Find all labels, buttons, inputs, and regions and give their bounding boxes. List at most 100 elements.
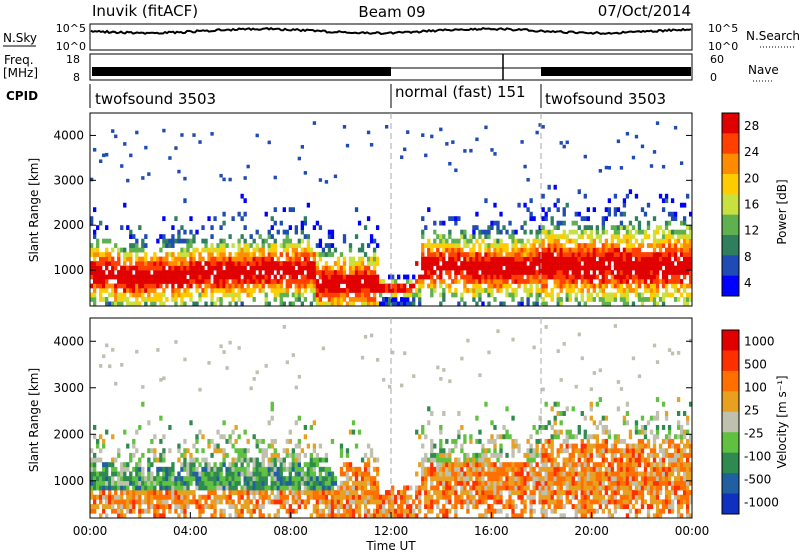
heatmap-cell	[514, 476, 518, 482]
heatmap-cell	[574, 261, 578, 266]
heatmap-cell	[249, 471, 253, 477]
heatmap-cell	[216, 429, 220, 435]
heatmap-cell	[490, 476, 494, 482]
heatmap-cell	[541, 452, 545, 458]
heatmap-cell	[541, 238, 545, 244]
heatmap-cell	[342, 462, 347, 468]
heatmap-cell	[135, 288, 139, 293]
heatmap-cell	[604, 485, 609, 491]
heatmap-cell	[90, 504, 94, 509]
heatmap-cell	[655, 508, 660, 514]
heatmap-cell	[156, 283, 160, 289]
heatmap-cell	[156, 466, 160, 472]
heatmap-cell	[562, 504, 566, 509]
heatmap-cell	[529, 256, 533, 262]
heatmap-cell	[348, 297, 353, 302]
heatmap-cell	[544, 234, 548, 239]
heatmap-cell	[637, 265, 642, 271]
heatmap-cell	[270, 401, 274, 407]
heatmap-cell	[360, 494, 365, 500]
heatmap-cell	[484, 229, 488, 235]
heatmap-cell	[156, 499, 160, 505]
heatmap-cell	[201, 265, 205, 271]
heatmap-cell	[460, 462, 464, 468]
heatmap-cell	[189, 490, 193, 496]
heatmap-cell	[285, 452, 289, 458]
heatmap-cell	[604, 247, 609, 253]
heatmap-cell	[327, 229, 332, 235]
heatmap-cell	[577, 508, 581, 514]
heatmap-cell	[315, 288, 320, 293]
heatmap-cell	[93, 485, 97, 491]
heatmap-cell	[493, 274, 497, 280]
heatmap-cell	[237, 508, 241, 514]
heatmap-cell	[219, 297, 223, 302]
heatmap-cell	[321, 270, 326, 275]
heatmap-cell	[436, 234, 440, 239]
heatmap-cell	[165, 471, 169, 477]
heatmap-cell	[189, 292, 193, 298]
heatmap-cell	[475, 462, 479, 468]
heatmap-cell	[442, 457, 446, 463]
heatmap-cell	[171, 270, 175, 275]
heatmap-cell	[198, 494, 202, 500]
heatmap-cell	[652, 274, 657, 280]
heatmap-cell	[234, 256, 238, 262]
heatmap-cell	[442, 261, 446, 266]
heatmap-cell	[303, 471, 308, 477]
heatmap-cell	[523, 202, 527, 208]
heatmap-cell	[583, 476, 587, 482]
heatmap-cell	[634, 448, 639, 454]
heatmap-cell	[664, 225, 669, 230]
heatmap-cell	[219, 485, 223, 491]
heatmap-cell	[553, 270, 557, 275]
heatmap-cell	[505, 429, 509, 435]
heatmap-cell	[448, 229, 452, 235]
heatmap-cell	[394, 288, 398, 293]
heatmap-cell	[556, 499, 560, 505]
heatmap-cell	[285, 494, 289, 500]
heatmap-cell	[318, 499, 323, 505]
heatmap-cell	[228, 270, 232, 275]
heatmap-cell	[162, 270, 166, 275]
heatmap-cell	[294, 243, 298, 248]
heatmap-cell	[183, 494, 187, 500]
heatmap-cell	[270, 457, 274, 463]
heatmap-cell	[679, 229, 684, 235]
heatmap-cell	[177, 279, 181, 284]
heatmap-cell	[195, 476, 199, 482]
heatmap-cell	[288, 238, 292, 244]
heatmap-cell	[559, 274, 563, 280]
heatmap-cell	[180, 292, 184, 298]
heatmap-cell	[580, 504, 584, 509]
heatmap-cell	[535, 480, 539, 486]
heatmap-cell	[339, 499, 344, 505]
heatmap-cell	[231, 485, 235, 491]
heatmap-cell	[571, 220, 575, 226]
heatmap-cell	[102, 256, 106, 262]
heatmap-cell	[586, 434, 590, 440]
heatmap-cell	[460, 448, 464, 454]
heatmap-cell	[535, 438, 539, 444]
heatmap-cell	[276, 466, 280, 472]
heatmap-cell	[180, 133, 184, 137]
heatmap-cell	[222, 513, 226, 519]
heatmap-cell	[460, 485, 464, 491]
heatmap-cell	[369, 256, 374, 262]
heatmap-cell	[577, 234, 581, 239]
heatmap-cell	[493, 466, 497, 472]
heatmap-cell	[625, 490, 630, 496]
heatmap-cell	[544, 471, 548, 477]
heatmap-cell	[237, 466, 241, 472]
heatmap-cell	[213, 471, 217, 477]
heatmap-cell	[589, 504, 593, 509]
heatmap-cell	[427, 256, 431, 262]
heatmap-cell	[469, 434, 473, 440]
heatmap-cell	[631, 443, 636, 449]
heatmap-cell	[129, 229, 133, 235]
heatmap-cell	[96, 457, 100, 463]
heatmap-cell	[141, 176, 145, 180]
heatmap-cell	[288, 462, 292, 468]
heatmap-cell	[201, 448, 205, 454]
heatmap-cell	[466, 476, 470, 482]
